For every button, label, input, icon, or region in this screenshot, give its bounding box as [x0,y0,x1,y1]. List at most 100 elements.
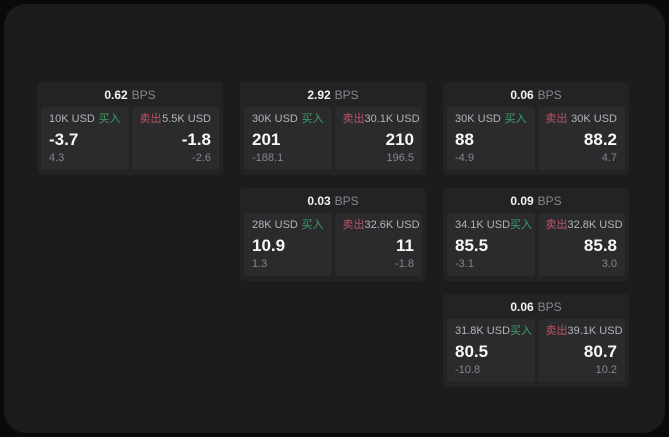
sell-amount: 32.8K USD [567,219,623,231]
buy-panel[interactable]: 34.1K USD 买入 85.5 -3.1 [447,213,535,276]
card-body: 31.8K USD 买入 80.5 -10.8 卖出 39.1K USD 80.… [443,319,629,387]
buy-price: 88 [455,129,474,149]
sell-amount: 39.1K USD [567,325,623,337]
sell-amount: 32.6K USD [364,219,420,231]
sell-sub-value: -2.6 [192,152,211,164]
sell-price: 11 [396,235,414,255]
buy-panel-top: 28K USD 买入 [252,220,324,231]
bps-unit-label: BPS [334,193,359,208]
buy-price: 10.9 [252,235,286,255]
bps-unit-label: BPS [334,87,359,102]
buy-sub-value: 4.3 [49,152,65,164]
sell-price: 85.8 [583,235,617,255]
buy-sub-value: -3.1 [455,258,474,270]
bps-unit-label: BPS [537,193,562,208]
bps-value: 0.62 [104,87,128,102]
card-body: 28K USD 买入 10.9 1.3 卖出 32.6K USD 11 -1.8 [240,213,426,281]
card-header: 0.06 BPS [443,294,629,319]
quote-card: 2.92 BPS 30K USD 买入 201 -188.1 卖出 [240,82,426,175]
buy-sub-value: 1.3 [252,258,268,270]
quote-card: 0.62 BPS 10K USD 买入 -3.7 4.3 卖出 [37,82,223,175]
quote-card: 0.03 BPS 28K USD 买入 10.9 1.3 卖出 [240,188,426,281]
buy-price: 201 [252,129,281,149]
sell-panel-top: 卖出 32.6K USD [342,219,420,231]
bps-unit-label: BPS [131,87,156,102]
bps-value: 0.03 [307,193,331,208]
buy-panel[interactable]: 30K USD 买入 88 -4.9 [447,107,535,170]
card-header: 0.62 BPS [37,82,223,107]
sell-label: 卖出 [545,325,568,337]
sell-panel[interactable]: 卖出 5.5K USD -1.8 -2.6 [131,107,219,170]
bps-value: 2.92 [307,87,331,102]
sell-panel[interactable]: 卖出 32.6K USD 11 -1.8 [334,213,422,276]
sell-sub-value: 4.7 [601,152,617,164]
card-body: 34.1K USD 买入 85.5 -3.1 卖出 32.8K USD 85.8… [443,213,629,281]
buy-amount: 28K USD [252,219,298,231]
bps-value: 0.06 [510,299,534,314]
sell-label: 卖出 [342,219,365,231]
sell-panel[interactable]: 卖出 30.1K USD 210 196.5 [334,107,422,170]
quote-card: 0.06 BPS 31.8K USD 买入 80.5 -10.8 卖 [443,294,629,387]
sell-panel[interactable]: 卖出 30K USD 88.2 4.7 [537,107,625,170]
sell-price: 80.7 [583,341,617,361]
buy-panel[interactable]: 10K USD 买入 -3.7 4.3 [41,107,129,170]
buy-panel[interactable]: 28K USD 买入 10.9 1.3 [244,213,332,276]
card-body: 30K USD 买入 201 -188.1 卖出 30.1K USD 210 1… [240,107,426,175]
sell-price: 210 [385,129,414,149]
quote-card-grid: 0.62 BPS 10K USD 买入 -3.7 4.3 卖出 [37,82,629,387]
sell-label: 卖出 [342,113,365,125]
bps-unit-label: BPS [537,299,562,314]
buy-label: 买入 [510,219,533,231]
sell-panel[interactable]: 卖出 39.1K USD 80.7 10.2 [537,319,625,382]
buy-sub-value: -4.9 [455,152,474,164]
buy-price: 80.5 [455,341,489,361]
bps-value: 0.06 [510,87,534,102]
card-header: 0.03 BPS [240,188,426,213]
buy-label: 买入 [510,325,533,337]
sell-panel-top: 卖出 5.5K USD [140,114,212,125]
sell-sub-value: 3.0 [601,258,617,270]
buy-amount: 30K USD [455,113,501,125]
buy-amount: 10K USD [49,113,95,125]
buy-label: 买入 [301,113,324,125]
card-header: 0.09 BPS [443,188,629,213]
quote-card: 0.09 BPS 34.1K USD 买入 85.5 -3.1 卖出 [443,188,629,281]
sell-amount: 30.1K USD [364,113,420,125]
sell-panel-top: 卖出 30K USD [546,114,618,125]
sell-price: 88.2 [583,129,617,149]
sell-label: 卖出 [545,219,568,231]
sell-sub-value: 10.2 [595,364,617,376]
sell-label: 卖出 [545,113,568,125]
buy-amount: 30K USD [252,113,298,125]
sell-panel-top: 卖出 32.8K USD [545,219,623,231]
sell-sub-value: -1.8 [395,258,414,270]
sell-price: -1.8 [181,129,211,149]
bps-value: 0.09 [510,193,534,208]
buy-amount: 34.1K USD [455,219,511,231]
sell-sub-value: 196.5 [386,152,414,164]
sell-amount: 30K USD [571,113,617,125]
sell-panel-top: 卖出 39.1K USD [545,325,623,337]
buy-label: 买入 [98,113,121,125]
card-body: 10K USD 买入 -3.7 4.3 卖出 5.5K USD -1.8 -2.… [37,107,223,175]
buy-panel-top: 30K USD 买入 [252,114,324,125]
app-window: 0.62 BPS 10K USD 买入 -3.7 4.3 卖出 [4,4,665,433]
card-body: 30K USD 买入 88 -4.9 卖出 30K USD 88.2 4.7 [443,107,629,175]
card-header: 2.92 BPS [240,82,426,107]
buy-price: 85.5 [455,235,489,255]
buy-price: -3.7 [49,129,79,149]
card-header: 0.06 BPS [443,82,629,107]
sell-amount: 5.5K USD [162,113,211,125]
buy-panel-top: 30K USD 买入 [455,114,527,125]
buy-panel[interactable]: 30K USD 买入 201 -188.1 [244,107,332,170]
sell-panel[interactable]: 卖出 32.8K USD 85.8 3.0 [537,213,625,276]
quote-card: 0.06 BPS 30K USD 买入 88 -4.9 卖出 [443,82,629,175]
sell-panel-top: 卖出 30.1K USD [342,113,420,125]
buy-sub-value: -188.1 [252,152,284,164]
buy-label: 买入 [504,113,527,125]
buy-panel-top: 31.8K USD 买入 [455,326,532,337]
buy-panel-top: 10K USD 买入 [49,114,121,125]
bps-unit-label: BPS [537,87,562,102]
buy-panel[interactable]: 31.8K USD 买入 80.5 -10.8 [447,319,535,382]
